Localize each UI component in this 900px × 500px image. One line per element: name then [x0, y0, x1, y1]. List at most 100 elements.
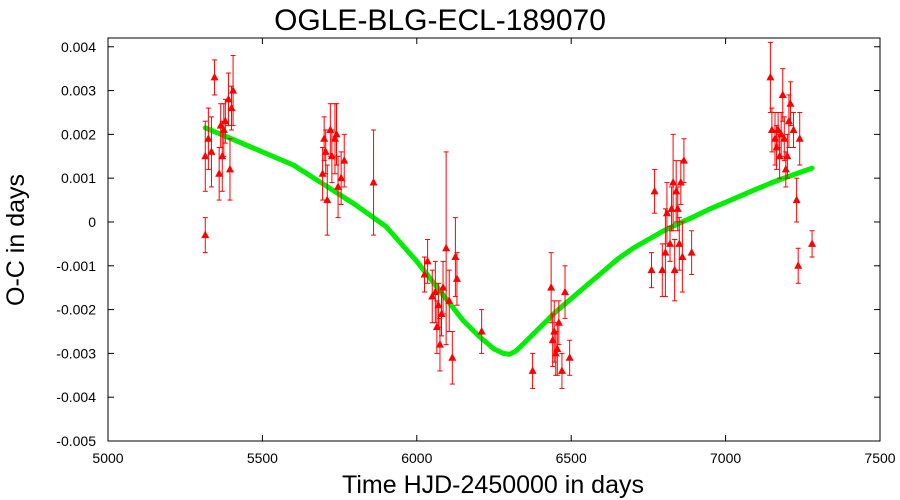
- triangle-marker: [323, 195, 332, 204]
- data-point: [477, 309, 486, 354]
- triangle-marker: [369, 178, 378, 186]
- data-points: [201, 41, 817, 389]
- triangle-marker: [675, 239, 684, 247]
- data-point: [766, 41, 775, 113]
- data-point: [792, 177, 801, 223]
- data-point: [451, 217, 460, 297]
- triangle-marker: [451, 252, 460, 261]
- triangle-marker: [318, 169, 327, 177]
- triangle-marker: [442, 243, 451, 252]
- triangle-marker: [792, 195, 801, 204]
- triangle-marker: [808, 239, 817, 247]
- data-point: [786, 81, 795, 127]
- data-point: [204, 107, 213, 170]
- x-tick-label: 5000: [92, 450, 123, 466]
- x-tick-label: 6000: [401, 450, 432, 466]
- data-point: [340, 133, 349, 188]
- data-point: [666, 225, 675, 262]
- triangle-marker: [784, 116, 793, 125]
- data-point: [369, 129, 378, 236]
- triangle-marker: [221, 116, 230, 125]
- data-point: [676, 160, 685, 205]
- triangle-marker: [340, 156, 349, 164]
- data-point: [445, 269, 454, 332]
- y-tick-label: 0: [88, 214, 96, 230]
- data-point: [780, 116, 789, 162]
- triangle-marker: [229, 86, 238, 94]
- data-point: [669, 133, 678, 232]
- y-tick-label: 0.001: [61, 170, 96, 186]
- triangle-marker: [676, 178, 685, 186]
- triangle-marker: [783, 151, 792, 160]
- triangle-marker: [210, 72, 219, 81]
- data-point: [557, 352, 566, 389]
- triangle-marker: [673, 204, 682, 212]
- triangle-marker: [786, 99, 795, 107]
- data-point: [678, 221, 687, 293]
- data-point: [647, 252, 656, 289]
- triangle-marker: [439, 283, 448, 291]
- data-point: [687, 230, 696, 276]
- triangle-marker: [777, 129, 786, 138]
- triangle-marker: [554, 318, 563, 326]
- data-point: [789, 111, 798, 149]
- triangle-marker: [795, 134, 804, 142]
- data-point: [650, 168, 659, 214]
- triangle-marker: [528, 366, 537, 374]
- fit-line: [202, 125, 815, 357]
- data-point: [670, 239, 679, 302]
- triangle-marker: [789, 125, 798, 133]
- data-point: [661, 208, 670, 297]
- triangle-marker: [780, 134, 789, 142]
- data-point: [561, 265, 570, 319]
- triangle-marker: [225, 164, 234, 173]
- triangle-marker: [658, 265, 667, 274]
- data-point: [423, 239, 432, 284]
- x-tick-label: 6500: [556, 450, 587, 466]
- triangle-marker: [201, 230, 210, 239]
- triangle-marker: [201, 151, 210, 160]
- y-axis-ticks: -0.005 -0.004 -0.003 -0.002 -0.001 0 0.001 0.00…: [56, 39, 880, 449]
- triangle-marker: [679, 156, 688, 164]
- triangle-marker: [670, 265, 679, 274]
- triangle-marker: [547, 283, 556, 291]
- triangle-marker: [565, 353, 574, 361]
- data-point: [658, 243, 667, 297]
- triangle-marker: [557, 366, 566, 374]
- triangle-marker: [772, 143, 781, 151]
- plot-border: [107, 37, 881, 442]
- x-axis-ticks: 5000 5500 6000 6500 7000 7500: [92, 38, 896, 466]
- triangle-marker: [334, 182, 343, 190]
- triangle-marker: [669, 178, 678, 186]
- triangle-marker: [767, 125, 776, 133]
- data-point: [565, 339, 574, 376]
- triangle-marker: [452, 274, 461, 282]
- data-point: [221, 98, 230, 144]
- data-point: [327, 129, 336, 184]
- data-point: [201, 120, 210, 192]
- triangle-marker: [794, 261, 803, 269]
- triangle-marker: [423, 256, 432, 265]
- x-tick-label: 7000: [710, 450, 741, 466]
- triangle-marker: [320, 134, 329, 142]
- y-tick-label: 0.003: [61, 83, 96, 99]
- y-tick-label: -0.005: [56, 433, 96, 449]
- triangle-marker: [224, 94, 233, 103]
- triangle-marker: [420, 270, 429, 278]
- triangle-marker: [327, 151, 336, 160]
- y-tick-label: 0.002: [61, 126, 96, 142]
- triangle-marker: [661, 248, 670, 256]
- triangle-marker: [445, 296, 454, 304]
- triangle-marker: [337, 173, 346, 182]
- data-point: [439, 260, 448, 315]
- triangle-marker: [774, 125, 783, 133]
- data-point: [795, 111, 804, 166]
- triangle-marker: [218, 151, 227, 160]
- data-point: [207, 116, 216, 188]
- triangle-marker: [561, 287, 570, 296]
- triangle-marker: [775, 151, 784, 160]
- data-point: [201, 217, 210, 254]
- triangle-marker: [437, 309, 446, 317]
- data-point: [554, 300, 563, 346]
